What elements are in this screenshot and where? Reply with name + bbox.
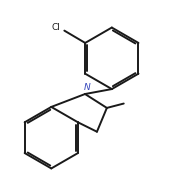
Text: N: N <box>84 83 91 92</box>
Text: Cl: Cl <box>52 23 61 32</box>
